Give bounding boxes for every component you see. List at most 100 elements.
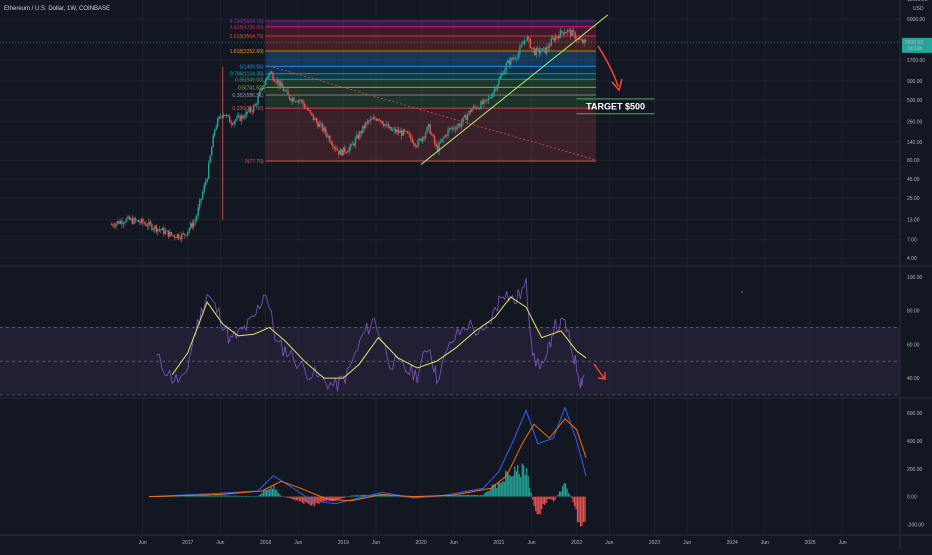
macd-hist-bar	[330, 496, 332, 502]
candle-body	[415, 146, 418, 147]
candle-body	[255, 103, 258, 105]
macd-hist-bar	[349, 495, 351, 497]
macd-hist-bar	[545, 496, 547, 504]
signal-line	[148, 417, 587, 502]
candle-body	[442, 137, 445, 139]
candle-body	[477, 107, 479, 109]
candle-body	[526, 37, 529, 41]
price-axis-tick: 4.00	[907, 256, 917, 262]
candle-body	[239, 115, 241, 121]
fib-retracement	[265, 20, 597, 162]
candle-body	[495, 88, 497, 90]
arrow-price	[597, 45, 619, 87]
candle-body	[547, 46, 549, 48]
candle-body	[564, 32, 566, 35]
macd-hist-bar	[310, 496, 312, 506]
macd-hist-bar	[491, 484, 493, 497]
macd-hist-bar	[319, 496, 321, 503]
macd-hist-bar	[282, 496, 284, 497]
candle-body	[468, 110, 470, 115]
macd-hist-bar	[458, 494, 461, 497]
price-axis-tick: 260.00	[907, 120, 923, 126]
macd-hist-bar	[167, 496, 169, 497]
time-axis-tick: 2020	[416, 540, 427, 546]
candle-body	[263, 84, 265, 90]
candle-body	[544, 47, 546, 54]
macd-hist-bar	[309, 496, 311, 505]
macd-hist-bar	[364, 494, 366, 497]
time-axis-tick: Jun	[450, 540, 458, 546]
marker-dot	[741, 291, 743, 293]
macd-hist-bar	[171, 496, 173, 497]
candle-body	[128, 216, 131, 220]
macd-hist-bar	[271, 488, 274, 497]
macd-hist-bar	[292, 496, 294, 500]
fib-zone	[265, 108, 597, 162]
candle-body	[426, 127, 428, 133]
price-axis-tick: 13.00	[907, 217, 920, 223]
candle-body	[296, 101, 298, 103]
candle-body	[130, 218, 132, 220]
macd-hist-bar	[391, 495, 393, 497]
macd-hist-bar	[206, 495, 208, 497]
macd-hist-bar	[294, 496, 296, 501]
candle-body	[562, 32, 564, 35]
macd-hist-bar	[457, 495, 459, 497]
candle-body	[429, 124, 431, 134]
candle-body	[178, 234, 180, 239]
candle-body	[221, 116, 223, 117]
time-axis-tick: 2025	[804, 540, 815, 546]
macd-hist-bar	[530, 492, 532, 497]
candle-body	[215, 126, 217, 130]
candle-body	[266, 77, 268, 80]
candle-body	[519, 47, 521, 54]
macd-hist-bar	[382, 493, 384, 497]
macd-hist-bar	[536, 496, 538, 515]
candle-body	[510, 58, 512, 65]
rsi-axis-tick: 40.00	[907, 376, 920, 382]
macd-hist-bar	[247, 495, 250, 497]
candle-body	[565, 32, 567, 33]
macd-hist-bar	[203, 495, 205, 497]
candle-body	[261, 87, 264, 90]
macd-hist-bar	[370, 494, 372, 497]
candle-body	[222, 114, 225, 117]
fib-level-label: 2.618(3564.79)	[230, 34, 264, 40]
candle-body	[345, 152, 348, 153]
candle-body	[200, 198, 202, 201]
fib-level-label: 0.382(586.51)	[232, 93, 263, 99]
macd-hist-bar	[238, 495, 241, 497]
macd-hist-bar	[212, 495, 214, 497]
macd-hist-bar	[195, 495, 197, 497]
candle-body	[505, 63, 508, 70]
candle-body	[471, 109, 473, 113]
candle-body	[228, 115, 231, 123]
candle-body	[264, 79, 267, 85]
macd-hist-bar	[235, 495, 238, 497]
candle-body	[517, 53, 520, 59]
candle-body	[113, 225, 116, 227]
macd-hist-bar	[515, 471, 517, 497]
macd-hist-bar	[572, 496, 574, 503]
macd-hist-bar	[288, 496, 290, 498]
macd-hist-bar	[358, 495, 360, 497]
macd-hist-bar	[527, 475, 529, 497]
macd-hist-bar	[357, 495, 359, 497]
candle-body	[466, 114, 469, 121]
macd-axis-tick: 0.00	[907, 495, 917, 501]
candle-body	[303, 103, 306, 108]
candle-body	[275, 81, 277, 83]
time-axis-tick: Jun	[372, 540, 380, 546]
candle-body	[508, 60, 511, 65]
candle-body	[454, 128, 457, 130]
candle-body	[543, 47, 545, 49]
candle-body	[360, 131, 362, 134]
fib-level-label: 4.236(5664.16)	[230, 19, 264, 25]
macd-hist-bar	[521, 463, 523, 497]
candle-body	[387, 124, 389, 129]
macd-hist-bar	[360, 495, 362, 497]
macd-hist-bar	[244, 495, 247, 497]
candle-body	[363, 125, 365, 128]
candle-body	[537, 48, 539, 50]
price-axis-tick: 11000.00	[907, 0, 928, 3]
